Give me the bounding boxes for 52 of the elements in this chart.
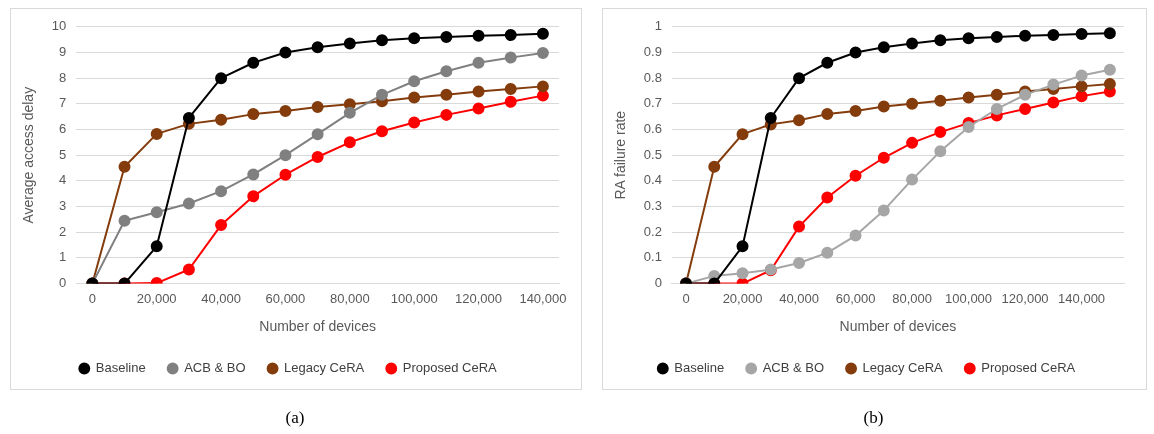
legend-label: Legacy CeRA bbox=[862, 360, 944, 376]
legend-label: ACB & BO bbox=[762, 360, 825, 376]
y-tick-label: 1 bbox=[59, 249, 67, 265]
y-tick-label: 0.7 bbox=[643, 95, 662, 111]
x-tick-label: 20,000 bbox=[136, 290, 177, 306]
x-tick-label: 120,000 bbox=[455, 290, 503, 306]
y-tick-label: 0.2 bbox=[643, 223, 662, 239]
legend-label: Proposed CeRA bbox=[402, 360, 498, 376]
legend-label: Baseline bbox=[95, 360, 146, 376]
x-tick-label: 40,000 bbox=[779, 290, 819, 306]
x-axis-title: Number of devices bbox=[259, 318, 376, 335]
y-tick-label: 6 bbox=[59, 121, 67, 137]
y-tick-label: 8 bbox=[59, 69, 67, 85]
x-tick-label: 0 bbox=[88, 290, 96, 306]
x-tick-label: 60,000 bbox=[265, 290, 306, 306]
y-tick-label: 0.9 bbox=[643, 44, 662, 60]
y-tick-label: 0.8 bbox=[643, 69, 662, 85]
x-tick-label: 100,000 bbox=[945, 290, 993, 306]
y-tick-label: 0 bbox=[654, 275, 662, 291]
y-tick-label: 9 bbox=[59, 44, 67, 60]
y-tick-label: 0.6 bbox=[643, 121, 662, 137]
y-tick-label: 3 bbox=[59, 198, 67, 214]
x-tick-label: 80,000 bbox=[329, 290, 370, 306]
y-axis-title: Average access delay bbox=[20, 86, 37, 224]
x-tick-label: 60,000 bbox=[835, 290, 876, 306]
text: (b) bbox=[862, 408, 885, 428]
legend-label: Legacy CeRA bbox=[284, 360, 365, 376]
x-tick-label: 40,000 bbox=[201, 290, 241, 306]
x-tick-label: 140,000 bbox=[519, 290, 567, 306]
y-tick-label: 0.4 bbox=[643, 172, 662, 188]
y-tick-label: 0 bbox=[59, 275, 67, 291]
y-tick-label: 0.3 bbox=[643, 198, 662, 214]
y-tick-label: 4 bbox=[59, 172, 67, 188]
y-tick-label: 0.5 bbox=[643, 146, 662, 162]
legend-label: ACB & BO bbox=[184, 360, 246, 376]
legend-label: Proposed CeRA bbox=[981, 360, 1076, 376]
y-tick-label: 1 bbox=[654, 18, 662, 34]
y-tick-label: 0.1 bbox=[643, 249, 662, 265]
x-tick-label: 140,000 bbox=[1058, 290, 1106, 306]
x-tick-label: 120,000 bbox=[1001, 290, 1049, 306]
x-tick-label: 20,000 bbox=[722, 290, 763, 306]
y-tick-label: 2 bbox=[59, 223, 67, 239]
x-tick-label: 100,000 bbox=[390, 290, 438, 306]
y-tick-label: 10 bbox=[51, 18, 67, 34]
text: (a) bbox=[284, 408, 306, 428]
y-tick-label: 5 bbox=[59, 146, 67, 162]
x-tick-label: 0 bbox=[682, 290, 690, 306]
y-axis-title: RA failure rate bbox=[612, 110, 629, 200]
x-tick-label: 80,000 bbox=[892, 290, 932, 306]
x-axis-title: Number of devices bbox=[839, 318, 957, 335]
y-tick-label: 7 bbox=[59, 95, 67, 111]
legend-label: Baseline bbox=[674, 360, 725, 376]
